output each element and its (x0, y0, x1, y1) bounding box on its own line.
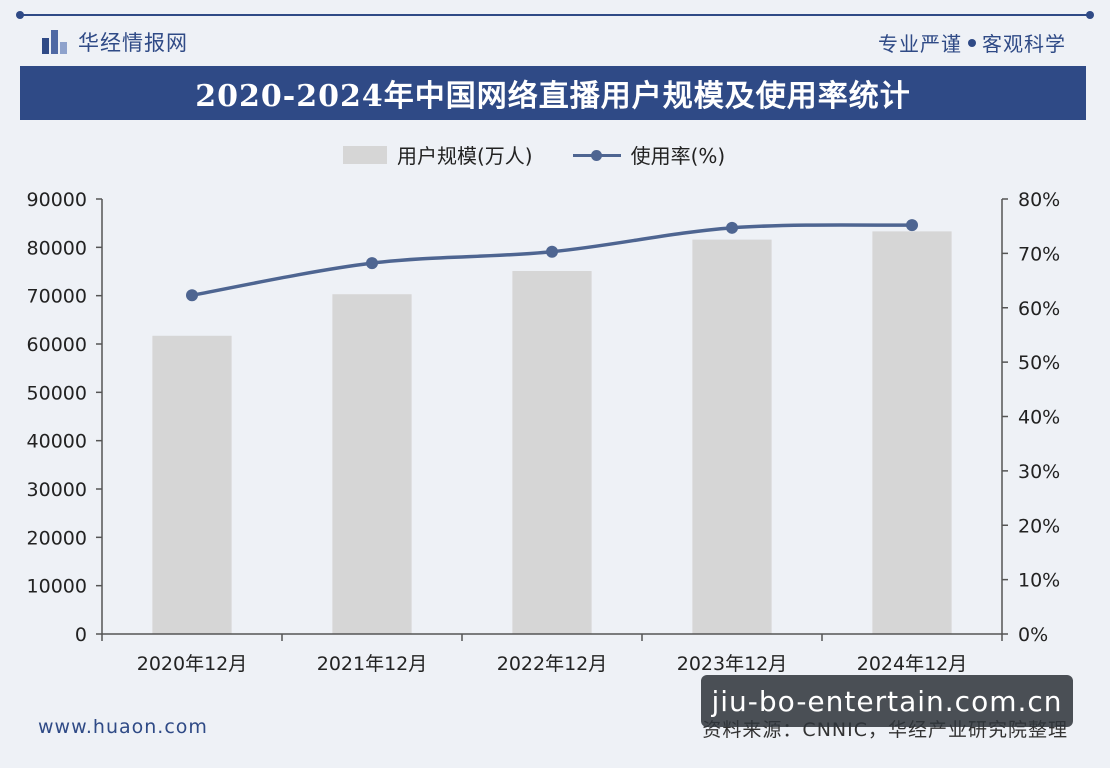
left-tick-label-4: 40000 (27, 431, 87, 453)
bar-4 (872, 231, 952, 634)
left-tick-label-6: 60000 (27, 334, 87, 356)
right-tick-label-7: 70% (1018, 243, 1060, 265)
slogan-left: 专业严谨 (878, 32, 962, 56)
right-tick-label-6: 60% (1018, 298, 1060, 320)
left-tick-label-3: 30000 (27, 479, 87, 501)
chart-title-bar: 2020-2024年中国网络直播用户规模及使用率统计 (20, 66, 1086, 120)
left-tick-label-9: 90000 (27, 189, 87, 211)
x-tick-label-2: 2022年12月 (497, 653, 608, 675)
chart-title: 2020-2024年中国网络直播用户规模及使用率统计 (195, 79, 911, 114)
bar-3 (692, 239, 772, 634)
brand[interactable]: 华经情报网 (42, 27, 188, 57)
legend-bar-swatch (343, 145, 387, 164)
watermark-badge: jiu-bo-entertain.com.cn (701, 675, 1073, 727)
right-tick-label-2: 20% (1018, 515, 1060, 537)
right-tick-label-5: 50% (1018, 352, 1060, 374)
footer-url[interactable]: www.huaon.com (38, 716, 208, 738)
bar-1 (332, 294, 412, 634)
chart-legend: 用户规模(万人) 使用率(%) (343, 140, 725, 169)
right-tick-label-3: 30% (1018, 461, 1060, 483)
left-tick-label-5: 50000 (27, 382, 87, 404)
bullet-dot-icon (968, 38, 976, 47)
top-rule (16, 11, 1094, 19)
x-tick-label-1: 2021年12月 (317, 653, 428, 675)
usage-rate-point-2 (546, 245, 558, 258)
right-tick-label-1: 10% (1018, 570, 1060, 592)
left-tick-label-8: 80000 (27, 237, 87, 259)
legend-bar-label: 用户规模(万人) (397, 144, 533, 168)
brand-name: 华经情报网 (78, 31, 188, 55)
x-tick-label-4: 2024年12月 (857, 653, 968, 675)
usage-rate-point-4 (906, 219, 918, 232)
brand-logo-icon (42, 30, 68, 54)
left-tick-label-1: 10000 (27, 576, 87, 598)
usage-rate-point-0 (186, 289, 198, 302)
legend-line-swatch (572, 146, 621, 164)
usage-rate-point-1 (366, 257, 378, 270)
left-tick-label-2: 20000 (27, 527, 87, 549)
left-tick-label-7: 70000 (27, 286, 87, 308)
right-tick-label-8: 80% (1018, 189, 1060, 211)
left-tick-label-0: 0 (75, 624, 87, 646)
slogan-right: 客观科学 (982, 32, 1066, 56)
x-tick-label-3: 2023年12月 (677, 653, 788, 675)
bar-0 (152, 335, 232, 634)
usage-rate-point-3 (726, 221, 738, 234)
legend-line-label: 使用率(%) (630, 144, 726, 168)
right-tick-label-4: 40% (1018, 407, 1060, 429)
right-tick-label-0: 0% (1018, 624, 1048, 646)
x-tick-label-0: 2020年12月 (137, 653, 248, 675)
slogan: 专业严谨 客观科学 (878, 28, 1066, 57)
bar-2 (512, 271, 592, 634)
